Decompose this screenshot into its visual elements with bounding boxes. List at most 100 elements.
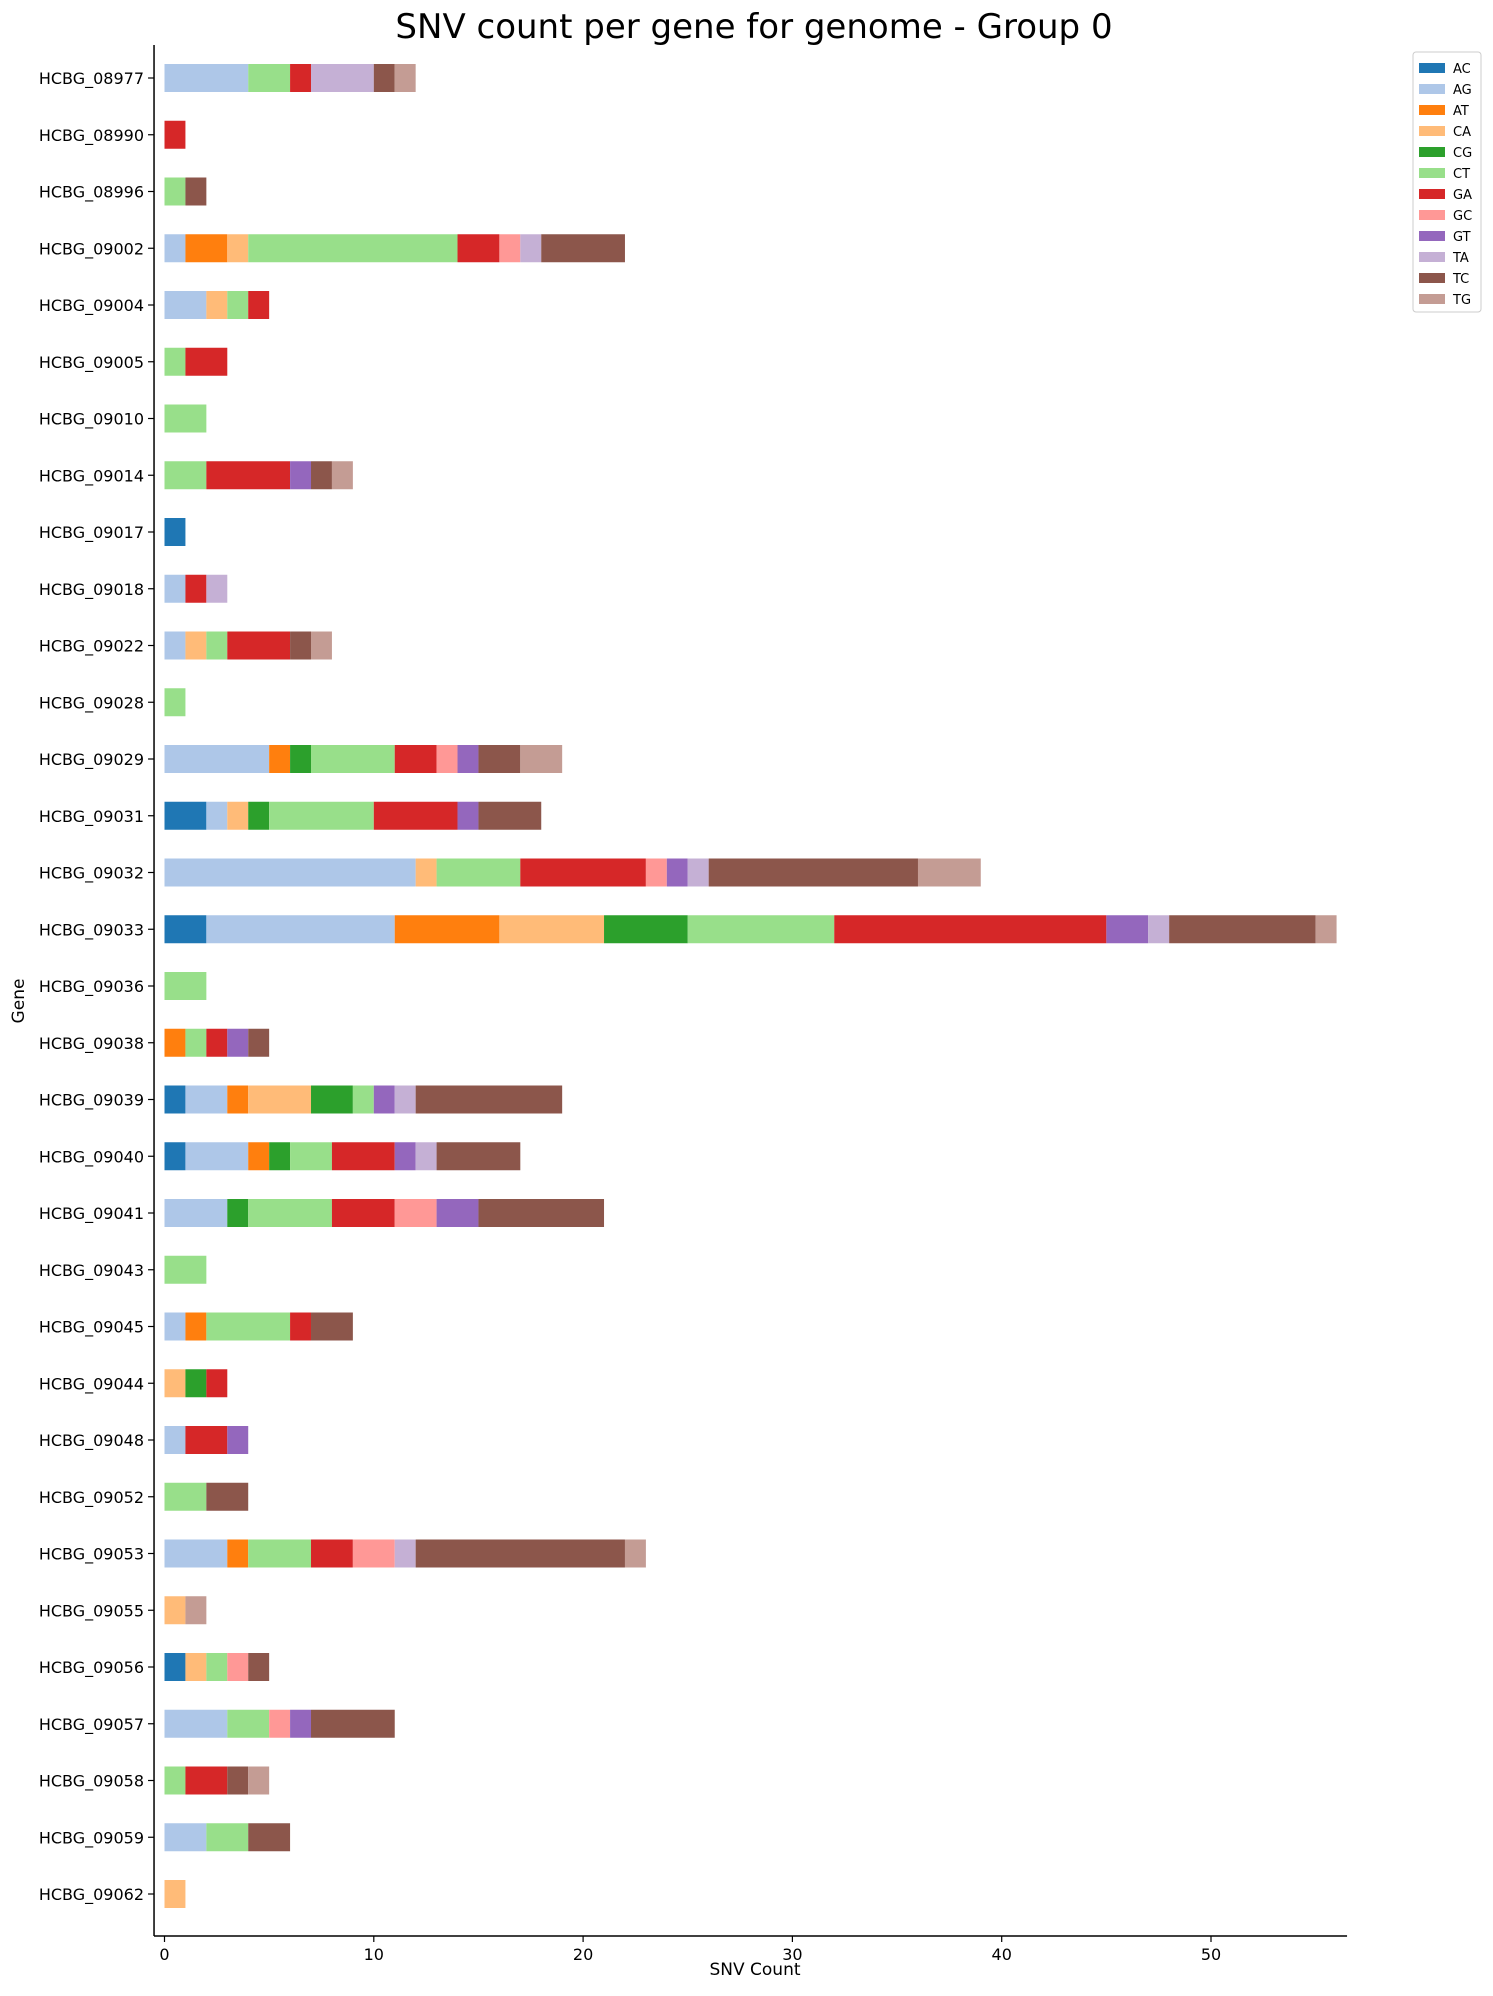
x-axis-label: SNV Count [709, 1960, 800, 1980]
y-tick-label-hcbg-09010: HCBG_09010 [39, 410, 144, 430]
y-tick-label-hcbg-09062: HCBG_09062 [39, 1885, 144, 1905]
bars-layer [164, 64, 1337, 1908]
x-tick-label-50: 50 [1201, 1945, 1221, 1964]
bar-segment-hcbg-09032-ag [164, 858, 416, 887]
bar-segment-hcbg-09038-ct [185, 1028, 207, 1057]
bar-segment-hcbg-09039-ag [185, 1085, 228, 1114]
y-tick-label-hcbg-09017: HCBG_09017 [39, 523, 144, 543]
bar-segment-hcbg-09043-ct [164, 1255, 207, 1284]
bar-segment-hcbg-09004-ga [248, 291, 270, 319]
x-tick-label-10: 10 [364, 1945, 384, 1964]
y-tick-label-hcbg-08977: HCBG_08977 [39, 69, 144, 89]
bar-segment-hcbg-09022-tg [311, 631, 332, 660]
bar-segment-hcbg-09032-ca [415, 858, 437, 887]
bar-segment-hcbg-09033-gt [1106, 915, 1149, 944]
bar-segment-hcbg-09040-gt [394, 1142, 416, 1171]
bar-segment-hcbg-09033-tg [1315, 915, 1337, 944]
y-axis: HCBG_08977 HCBG_08990 HCBG_08996 HCBG_09002… [39, 45, 155, 1936]
bar-segment-hcbg-09038-gt [227, 1028, 249, 1057]
bar-segment-hcbg-09044-ca [164, 1369, 186, 1398]
bar-segment-hcbg-09045-at [185, 1312, 207, 1341]
bar-segment-hcbg-09032-ga [520, 858, 646, 887]
bar-segment-hcbg-09031-ag [206, 801, 228, 830]
bar-segment-hcbg-09039-gt [373, 1085, 395, 1114]
legend-swatch-ag [1419, 84, 1445, 94]
y-tick-label-hcbg-09059: HCBG_09059 [39, 1828, 144, 1848]
bar-segment-hcbg-09002-ag [164, 234, 186, 263]
bar-segment-hcbg-09041-cg [227, 1199, 249, 1227]
bar-segment-hcbg-09058-tc [227, 1766, 249, 1795]
bar-segment-hcbg-08977-ta [311, 64, 374, 92]
bar-segment-hcbg-09040-ga [331, 1142, 395, 1171]
legend-label-gt: GT [1453, 230, 1471, 245]
y-axis-label: Gene [9, 979, 29, 1024]
bar-segment-hcbg-09041-ga [331, 1199, 395, 1227]
x-tick-label-0: 0 [159, 1945, 169, 1964]
bar-segment-hcbg-09038-at [164, 1028, 186, 1057]
bar-segment-hcbg-09029-at [269, 745, 291, 773]
bar-segment-hcbg-09053-ct [248, 1539, 312, 1568]
bar-segment-hcbg-09002-ct [248, 234, 458, 263]
y-tick-label-hcbg-09039: HCBG_09039 [39, 1091, 144, 1111]
bar-segment-hcbg-09057-gc [269, 1709, 291, 1738]
y-tick-label-hcbg-09052: HCBG_09052 [39, 1488, 144, 1508]
y-tick-label-hcbg-09014: HCBG_09014 [39, 466, 144, 486]
legend: AC AG AT CA CG CT GA GC GT TA TC TG [1412, 51, 1482, 313]
legend-swatch-ca [1419, 126, 1445, 136]
bar-segment-hcbg-09029-ag [164, 745, 270, 773]
y-tick-label-hcbg-09031: HCBG_09031 [39, 807, 144, 827]
legend-label-tg: TG [1452, 293, 1471, 308]
bar-segment-hcbg-09033-ag [206, 915, 395, 944]
bar-segment-hcbg-09033-ac [164, 915, 207, 944]
bar-segment-hcbg-08990-ga [164, 120, 186, 149]
legend-label-ag: AG [1453, 83, 1472, 98]
bar-segment-hcbg-08977-ct [248, 64, 291, 92]
bar-segment-hcbg-09040-tc [436, 1142, 521, 1171]
bar-segment-hcbg-09033-cg [604, 915, 688, 944]
bar-segment-hcbg-09014-tc [311, 461, 332, 490]
bar-segment-hcbg-09033-ga [834, 915, 1107, 944]
bar-segment-hcbg-08977-tc [373, 64, 395, 92]
y-tick-label-hcbg-09043: HCBG_09043 [39, 1261, 144, 1281]
bar-segment-hcbg-09039-ca [248, 1085, 312, 1114]
y-tick-label-hcbg-09028: HCBG_09028 [39, 693, 144, 713]
bar-segment-hcbg-09045-ct [206, 1312, 291, 1341]
bar-segment-hcbg-09014-ct [164, 461, 207, 490]
bar-segment-hcbg-09002-gc [499, 234, 521, 263]
bar-segment-hcbg-09005-ga [185, 347, 228, 376]
x-tick-label-20: 20 [573, 1945, 593, 1964]
bar-segment-hcbg-09045-ga [290, 1312, 312, 1341]
bar-segment-hcbg-09031-ca [227, 801, 249, 830]
legend-swatch-at [1419, 105, 1445, 115]
x-axis: 0 10 20 30 40 50 [154, 1935, 1348, 1964]
bar-segment-hcbg-09029-tc [478, 745, 521, 773]
legend-label-ca: CA [1453, 125, 1471, 140]
bar-segment-hcbg-09004-ca [206, 291, 228, 319]
bar-segment-hcbg-08977-ga [290, 64, 312, 92]
bar-segment-hcbg-09005-ct [164, 347, 186, 376]
bar-segment-hcbg-08977-tg [394, 64, 416, 92]
bar-segment-hcbg-09062-ca [164, 1880, 186, 1908]
bar-segment-hcbg-09048-ga [185, 1426, 228, 1454]
y-tick-label-hcbg-08996: HCBG_08996 [39, 183, 144, 203]
legend-label-at: AT [1453, 104, 1469, 119]
bar-segment-hcbg-09040-ag [185, 1142, 249, 1171]
bar-segment-hcbg-09044-ga [206, 1369, 228, 1398]
y-tick-label-hcbg-09032: HCBG_09032 [39, 864, 144, 884]
y-tick-label-hcbg-09038: HCBG_09038 [39, 1034, 144, 1054]
bar-segment-hcbg-09018-ta [206, 574, 228, 603]
bar-segment-hcbg-09032-gc [645, 858, 667, 887]
legend-label-tc: TC [1452, 272, 1469, 287]
legend-label-ga: GA [1453, 188, 1472, 203]
legend-box [1412, 51, 1482, 313]
bar-segment-hcbg-09057-gt [290, 1709, 312, 1738]
bar-segment-hcbg-09056-gc [227, 1653, 249, 1681]
bar-segment-hcbg-09041-tc [478, 1199, 605, 1227]
bar-segment-hcbg-09002-ta [520, 234, 542, 263]
bar-segment-hcbg-09029-gc [436, 745, 458, 773]
bar-segment-hcbg-09041-ct [248, 1199, 332, 1227]
bar-segment-hcbg-09052-tc [206, 1482, 249, 1511]
bar-segment-hcbg-09004-ag [164, 291, 207, 319]
bar-segment-hcbg-08996-ct [164, 177, 186, 206]
